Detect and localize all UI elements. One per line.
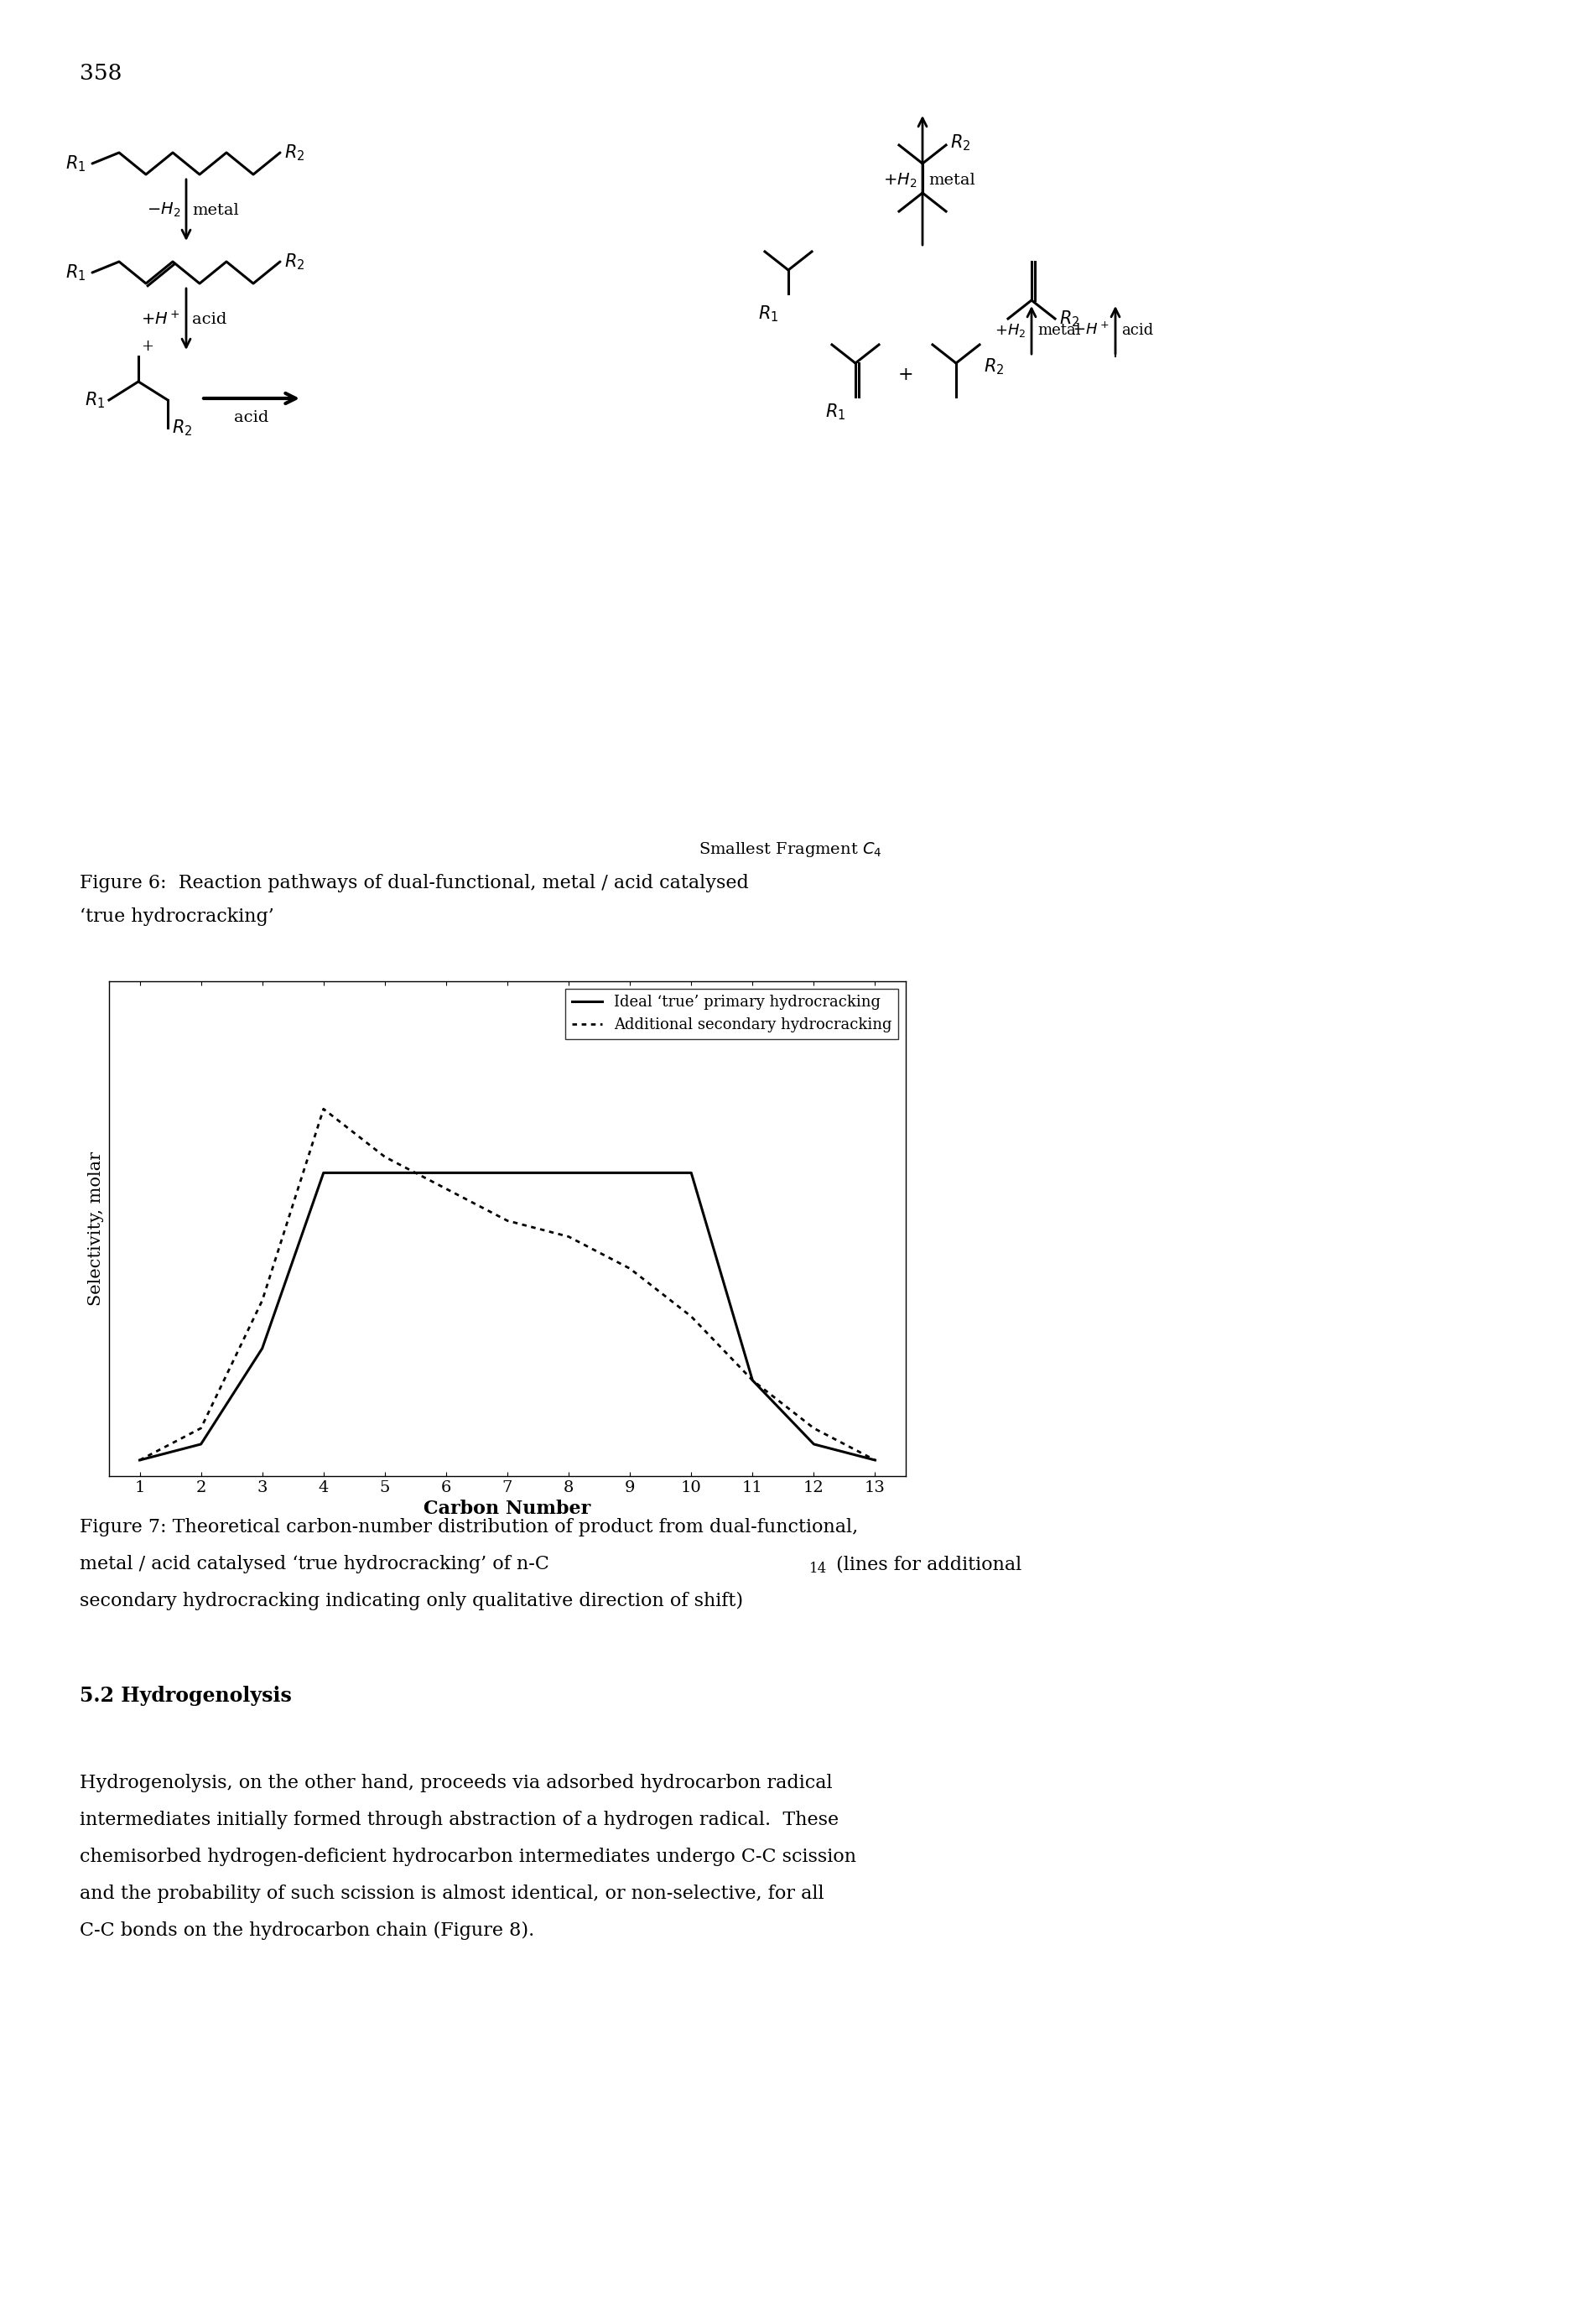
- Text: metal / acid catalysed ‘true hydrocracking’ of n-C: metal / acid catalysed ‘true hydrocracki…: [79, 1555, 550, 1573]
- Text: Hydrogenolysis, on the other hand, proceeds via adsorbed hydrocarbon radical: Hydrogenolysis, on the other hand, proce…: [79, 1773, 833, 1792]
- Text: secondary hydrocracking indicating only qualitative direction of shift): secondary hydrocracking indicating only …: [79, 1592, 743, 1611]
- Text: metal: metal: [929, 172, 975, 188]
- Text: $R_1$: $R_1$: [65, 153, 85, 174]
- Ideal ‘true’ primary hydrocracking: [743, 1367, 762, 1394]
- Ideal ‘true’ primary hydrocracking: [681, 1160, 700, 1188]
- Text: $R_1$: $R_1$: [84, 390, 104, 409]
- Ideal ‘true’ primary hydrocracking: [804, 1429, 823, 1457]
- Text: $+H_2$: $+H_2$: [883, 172, 916, 188]
- Text: $R_1$: $R_1$: [65, 263, 85, 284]
- Text: $R_1$: $R_1$: [825, 402, 845, 421]
- Ideal ‘true’ primary hydrocracking: [376, 1160, 395, 1188]
- Ideal ‘true’ primary hydrocracking: [559, 1160, 578, 1188]
- Text: ‘true hydrocracking’: ‘true hydrocracking’: [79, 906, 273, 925]
- Text: $R_2$: $R_2$: [984, 356, 1005, 376]
- X-axis label: Carbon Number: Carbon Number: [423, 1499, 591, 1518]
- Additional secondary hydrocracking: [498, 1206, 517, 1234]
- Text: 5.2 Hydrogenolysis: 5.2 Hydrogenolysis: [79, 1685, 292, 1706]
- Text: acid: acid: [234, 409, 269, 425]
- Text: $-H_2$: $-H_2$: [147, 202, 180, 218]
- Text: (lines for additional: (lines for additional: [830, 1555, 1022, 1573]
- Additional secondary hydrocracking: [559, 1222, 578, 1250]
- Text: 358: 358: [79, 63, 122, 84]
- Text: +: +: [897, 365, 913, 383]
- Additional secondary hydrocracking: [130, 1446, 149, 1473]
- Additional secondary hydrocracking: [866, 1446, 885, 1473]
- Additional secondary hydrocracking: [376, 1143, 395, 1171]
- Text: $R_2$: $R_2$: [950, 132, 970, 153]
- Text: intermediates initially formed through abstraction of a hydrogen radical.  These: intermediates initially formed through a…: [79, 1810, 839, 1829]
- Text: $-H^+$: $-H^+$: [1073, 323, 1109, 337]
- Text: Smallest Fragment $C_4$: Smallest Fragment $C_4$: [698, 841, 882, 860]
- Text: $R_2$: $R_2$: [284, 142, 305, 163]
- Text: and the probability of such scission is almost identical, or non-selective, for : and the probability of such scission is …: [79, 1885, 825, 1903]
- Text: chemisorbed hydrogen-deficient hydrocarbon intermediates undergo C-C scission: chemisorbed hydrogen-deficient hydrocarb…: [79, 1848, 856, 1866]
- Text: C-C bonds on the hydrocarbon chain (Figure 8).: C-C bonds on the hydrocarbon chain (Figu…: [79, 1922, 534, 1941]
- Text: metal: metal: [193, 202, 239, 218]
- Line: Ideal ‘true’ primary hydrocracking: Ideal ‘true’ primary hydrocracking: [139, 1174, 875, 1459]
- Additional secondary hydrocracking: [314, 1095, 333, 1122]
- Text: Figure 7: Theoretical carbon-number distribution of product from dual-functional: Figure 7: Theoretical carbon-number dist…: [79, 1518, 858, 1536]
- Text: Figure 6:  Reaction pathways of dual-functional, metal / acid catalysed: Figure 6: Reaction pathways of dual-func…: [79, 874, 749, 892]
- Ideal ‘true’ primary hydrocracking: [498, 1160, 517, 1188]
- Text: $+H^+$: $+H^+$: [141, 309, 180, 328]
- Additional secondary hydrocracking: [436, 1176, 455, 1204]
- Ideal ‘true’ primary hydrocracking: [866, 1446, 885, 1473]
- Text: $R_2$: $R_2$: [284, 251, 305, 272]
- Line: Additional secondary hydrocracking: Additional secondary hydrocracking: [139, 1109, 875, 1459]
- Additional secondary hydrocracking: [191, 1415, 210, 1443]
- Text: $R_1$: $R_1$: [758, 304, 779, 323]
- Legend: Ideal ‘true’ primary hydrocracking, Additional secondary hydrocracking: Ideal ‘true’ primary hydrocracking, Addi…: [566, 988, 897, 1039]
- Ideal ‘true’ primary hydrocracking: [191, 1429, 210, 1457]
- Ideal ‘true’ primary hydrocracking: [436, 1160, 455, 1188]
- Text: acid: acid: [1122, 323, 1153, 337]
- Additional secondary hydrocracking: [621, 1255, 640, 1283]
- Ideal ‘true’ primary hydrocracking: [130, 1446, 149, 1473]
- Additional secondary hydrocracking: [681, 1301, 700, 1329]
- Ideal ‘true’ primary hydrocracking: [621, 1160, 640, 1188]
- Text: $+H_2$: $+H_2$: [994, 321, 1025, 339]
- Additional secondary hydrocracking: [253, 1287, 272, 1315]
- Text: acid: acid: [193, 311, 228, 328]
- Text: +: +: [141, 339, 153, 353]
- Additional secondary hydrocracking: [743, 1367, 762, 1394]
- Text: $R_2$: $R_2$: [1059, 309, 1079, 328]
- Ideal ‘true’ primary hydrocracking: [253, 1334, 272, 1362]
- Text: 14: 14: [809, 1562, 826, 1576]
- Text: metal: metal: [1038, 323, 1081, 337]
- Y-axis label: Selectivity, molar: Selectivity, molar: [88, 1150, 104, 1306]
- Ideal ‘true’ primary hydrocracking: [314, 1160, 333, 1188]
- Text: $R_2$: $R_2$: [172, 418, 193, 437]
- Additional secondary hydrocracking: [804, 1415, 823, 1443]
